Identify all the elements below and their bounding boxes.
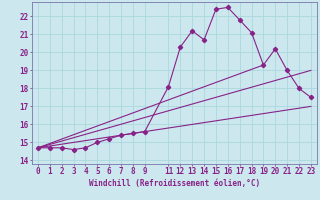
X-axis label: Windchill (Refroidissement éolien,°C): Windchill (Refroidissement éolien,°C) <box>89 179 260 188</box>
